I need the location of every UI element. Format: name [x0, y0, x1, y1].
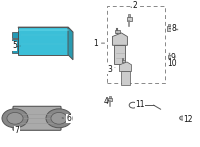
Bar: [114, 45, 125, 64]
Text: 7: 7: [15, 126, 20, 135]
Bar: [121, 71, 130, 85]
Text: 11: 11: [135, 100, 145, 109]
Bar: [168, 55, 171, 58]
Text: 1: 1: [94, 39, 105, 48]
Text: 2: 2: [131, 1, 137, 10]
Text: 8: 8: [169, 24, 176, 33]
Bar: [122, 60, 125, 62]
Text: 12: 12: [184, 115, 193, 124]
Bar: [109, 96, 111, 98]
Polygon shape: [68, 27, 73, 60]
Text: 6: 6: [62, 114, 71, 123]
Text: 4: 4: [103, 97, 109, 106]
Circle shape: [7, 112, 23, 124]
Bar: [168, 62, 171, 66]
Circle shape: [2, 109, 28, 128]
Circle shape: [51, 112, 67, 124]
Text: 5: 5: [12, 41, 20, 51]
Circle shape: [46, 109, 72, 128]
Polygon shape: [18, 27, 73, 32]
Bar: [128, 14, 130, 17]
Bar: [107, 6, 165, 83]
Polygon shape: [112, 33, 127, 45]
FancyBboxPatch shape: [13, 106, 61, 130]
Bar: [115, 30, 120, 33]
Bar: [12, 32, 18, 38]
Circle shape: [14, 127, 20, 131]
Bar: [167, 26, 171, 31]
Bar: [12, 39, 18, 46]
Text: 9: 9: [170, 53, 176, 62]
Bar: [108, 98, 112, 101]
Bar: [127, 17, 132, 21]
Bar: [12, 46, 18, 53]
Polygon shape: [18, 27, 68, 55]
Text: 3: 3: [107, 65, 115, 74]
Text: 10: 10: [168, 59, 177, 68]
Polygon shape: [119, 62, 132, 71]
Bar: [168, 24, 170, 26]
Circle shape: [180, 116, 185, 120]
